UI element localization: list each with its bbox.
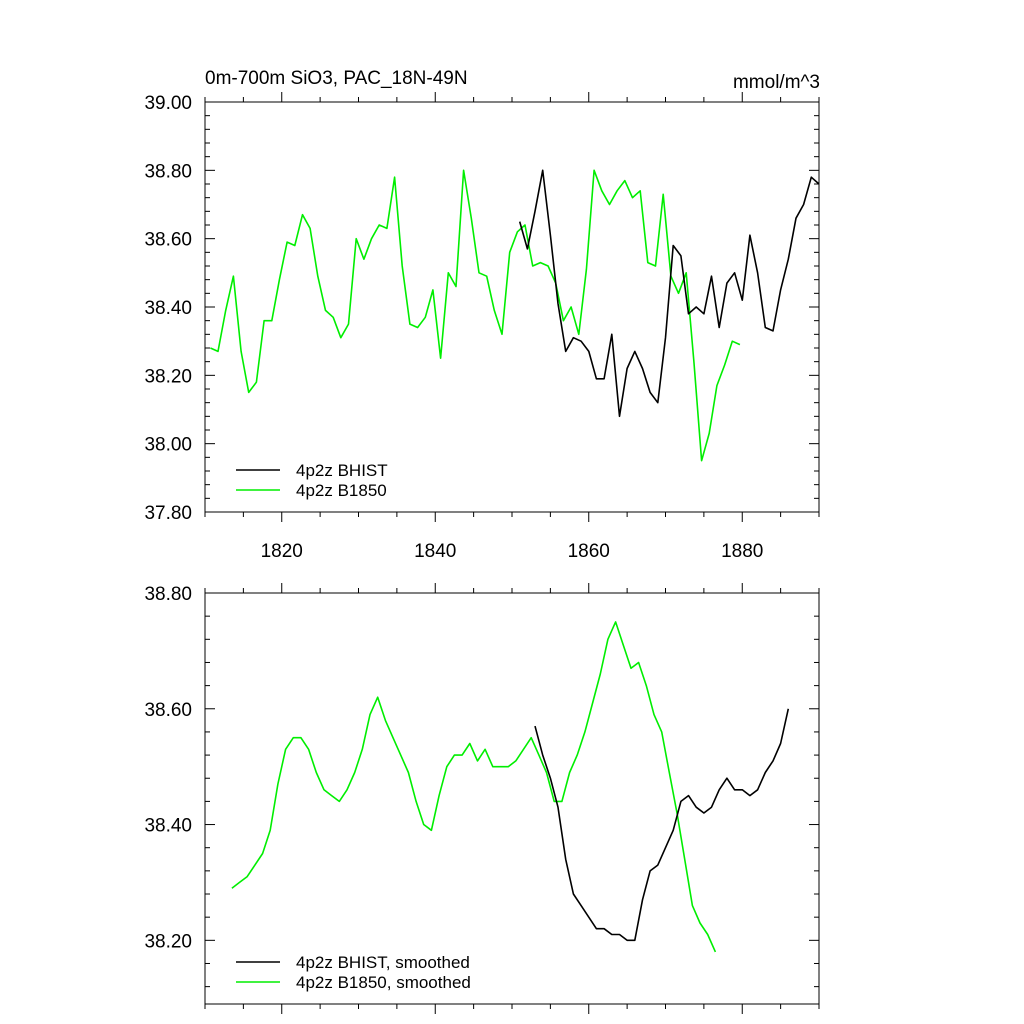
top-legend-b1850-label: 4p2z B1850: [296, 481, 387, 500]
top-series-bhist-line: [518, 169, 820, 418]
bottom-legend-bhist-label: 4p2z BHIST, smoothed: [296, 953, 470, 972]
top-chart-units: mmol/m^3: [733, 72, 820, 93]
bottom-ytick-label: 38.40: [144, 816, 192, 837]
top-xtick-label: 1860: [568, 541, 610, 562]
top-ticks: 39.00 38.80 38.60 38.40 38.20 38.00 37.80 1820 1…: [144, 92, 820, 562]
top-ytick-label: 38.20: [144, 366, 192, 387]
top-ytick-label: 39.00: [144, 93, 192, 114]
top-series: [210, 169, 820, 462]
top-ytick-label: 37.80: [144, 503, 192, 524]
top-legend: 4p2z BHIST 4p2z B1850: [236, 461, 388, 500]
top-legend-bhist-label: 4p2z BHIST: [296, 461, 388, 480]
bottom-ytick-label: 38.60: [144, 700, 192, 721]
bottom-ytick-label: 38.20: [144, 931, 192, 952]
top-plot-frame: [204, 101, 820, 513]
top-xtick-label: 1840: [414, 541, 456, 562]
top-ytick-label: 38.40: [144, 298, 192, 319]
top-xtick-label: 1820: [261, 541, 303, 562]
top-ytick-label: 38.00: [144, 435, 192, 456]
top-series-b1850-line: [210, 169, 741, 462]
top-ytick-label: 38.60: [144, 230, 192, 251]
bottom-plot-frame: [204, 592, 820, 1005]
bottom-series-b1850-line: [231, 621, 717, 953]
bottom-ytick-label: 38.80: [144, 584, 192, 605]
top-ytick-label: 38.80: [144, 161, 192, 182]
bottom-series: [231, 621, 790, 953]
top-xtick-label: 1880: [721, 541, 763, 562]
bottom-legend: 4p2z BHIST, smoothed 4p2z B1850, smoothe…: [236, 953, 471, 992]
top-chart-title: 0m-700m SiO3, PAC_18N-49N: [205, 68, 468, 89]
bottom-series-bhist-line: [534, 708, 790, 942]
top-panel: 0m-700m SiO3, PAC_18N-49N mmol/m^3 39.00…: [144, 68, 820, 562]
bottom-ticks: 38.80 38.60 38.40 38.20: [144, 583, 820, 1014]
bottom-legend-b1850-label: 4p2z B1850, smoothed: [296, 973, 471, 992]
bottom-panel: 38.80 38.60 38.40 38.20 4p2z BHIST, smoothe…: [144, 583, 820, 1014]
